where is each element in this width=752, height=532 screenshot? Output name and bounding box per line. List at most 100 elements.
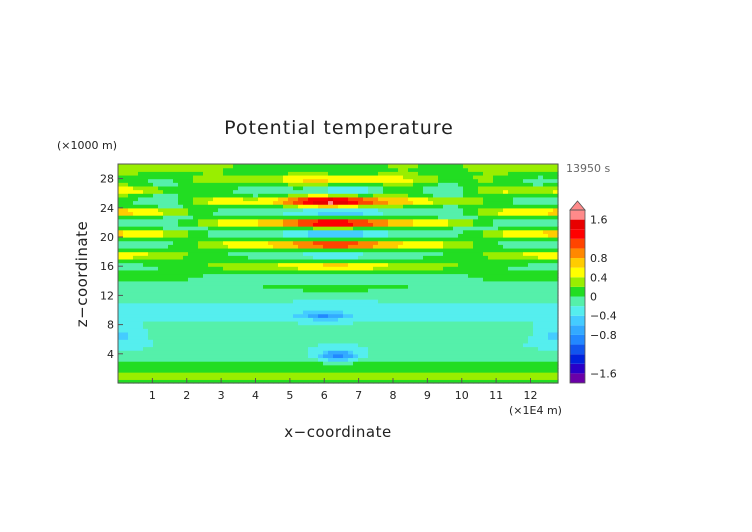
field-cell <box>253 196 259 202</box>
field-cell <box>473 368 479 373</box>
field-cell <box>488 171 494 176</box>
field-cell <box>138 185 144 191</box>
field-cell <box>193 310 199 315</box>
field-cell <box>488 226 494 231</box>
field-cell <box>398 306 404 311</box>
field-cell <box>193 178 199 183</box>
field-cell <box>448 342 454 348</box>
field-cell <box>133 255 139 260</box>
field-cell <box>218 295 224 300</box>
field-cell <box>503 273 509 278</box>
field-cell <box>158 320 164 326</box>
field-cell <box>493 167 499 172</box>
field-cell <box>153 237 159 242</box>
field-cell <box>428 251 434 256</box>
field-cell <box>408 193 414 198</box>
field-cell <box>343 251 349 256</box>
field-cell <box>343 189 349 194</box>
field-cell <box>163 284 169 289</box>
field-cell <box>473 284 479 289</box>
field-cell <box>458 361 464 366</box>
field-cell <box>193 331 199 337</box>
field-cell <box>123 284 129 289</box>
field-cell <box>133 280 139 286</box>
field-cell <box>163 269 169 275</box>
field-cell <box>428 328 434 333</box>
field-cell <box>478 196 484 202</box>
field-cell <box>128 342 134 348</box>
field-cell <box>403 280 409 286</box>
field-cell <box>223 339 229 344</box>
field-cell <box>253 306 259 311</box>
field-cell <box>453 379 459 384</box>
field-cell <box>328 372 334 377</box>
field-cell <box>518 258 524 264</box>
field-cell <box>223 255 229 260</box>
field-cell <box>198 295 204 300</box>
field-cell <box>518 375 524 380</box>
field-cell <box>508 269 514 275</box>
field-cell <box>503 222 509 227</box>
field-cell <box>248 178 254 183</box>
field-cell <box>458 273 464 278</box>
field-cell <box>123 368 129 373</box>
field-cell <box>343 226 349 231</box>
field-cell <box>233 258 239 264</box>
field-cell <box>343 218 349 223</box>
field-cell <box>268 361 274 366</box>
field-cell <box>188 164 194 169</box>
field-cell <box>238 237 244 242</box>
field-cell <box>283 342 289 348</box>
field-cell <box>283 302 289 307</box>
field-cell <box>358 178 364 183</box>
field-cell <box>318 361 324 366</box>
field-cell <box>468 164 474 169</box>
field-cell <box>318 375 324 380</box>
field-cell <box>293 229 299 234</box>
field-cell <box>323 375 329 380</box>
field-cell <box>188 324 194 329</box>
field-cell <box>498 244 504 249</box>
field-cell <box>318 204 324 209</box>
field-cell <box>268 247 274 253</box>
field-cell <box>413 357 419 362</box>
field-cell <box>263 266 269 271</box>
field-cell <box>153 375 159 380</box>
field-cell <box>168 288 174 293</box>
field-cell <box>173 240 179 245</box>
field-cell <box>128 331 134 337</box>
field-cell <box>323 313 329 318</box>
field-cell <box>228 346 234 351</box>
field-cell <box>333 196 339 202</box>
field-cell <box>288 288 294 293</box>
field-cell <box>458 291 464 296</box>
field-cell <box>483 193 489 198</box>
field-cell <box>293 324 299 329</box>
field-cell <box>373 211 379 216</box>
field-cell <box>253 295 259 300</box>
field-cell <box>253 215 259 220</box>
field-cell <box>243 251 249 256</box>
field-cell <box>218 171 224 176</box>
field-cell <box>338 240 344 245</box>
field-cell <box>248 251 254 256</box>
field-cell <box>473 357 479 362</box>
field-cell <box>243 193 249 198</box>
field-cell <box>278 372 284 377</box>
field-cell <box>503 284 509 289</box>
field-cell <box>478 247 484 253</box>
field-cell <box>178 200 184 205</box>
field-cell <box>133 174 139 180</box>
field-cell <box>138 331 144 337</box>
field-cell <box>438 372 444 377</box>
field-cell <box>418 324 424 329</box>
field-cell <box>393 269 399 275</box>
field-cell <box>403 342 409 348</box>
field-cell <box>298 200 304 205</box>
field-cell <box>323 357 329 362</box>
field-cell <box>513 164 519 169</box>
field-cell <box>223 167 229 172</box>
field-cell <box>303 185 309 191</box>
field-cell <box>133 295 139 300</box>
field-cell <box>168 218 174 223</box>
